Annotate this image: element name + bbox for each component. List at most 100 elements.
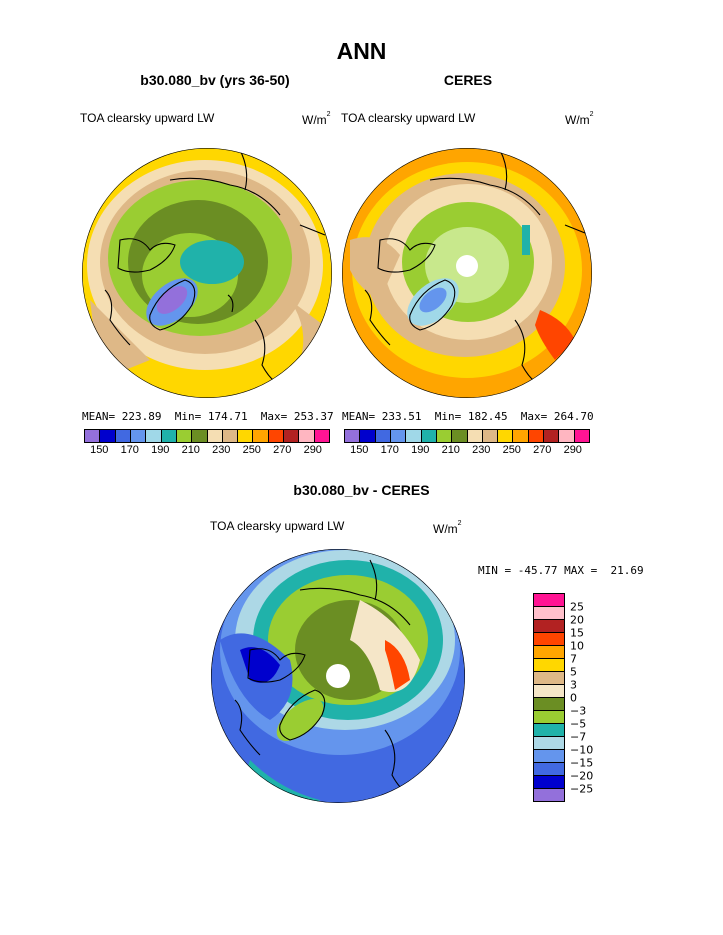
colorbar-swatch <box>513 430 529 442</box>
colorbar-swatch <box>314 430 329 442</box>
diff-panel-title: b30.080_bv - CERES <box>293 482 430 498</box>
colorbar-swatch <box>574 430 589 442</box>
colorbar-swatch <box>253 430 269 442</box>
colorbar-tick-label: 0 <box>570 691 577 705</box>
panel2-colorbar-ticks: 150 170 190 210 230 250 270 290 <box>344 444 588 458</box>
colorbar-tick-label: 190 <box>411 444 430 456</box>
colorbar-tick-label: 7 <box>570 652 577 666</box>
colorbar-swatch <box>207 430 223 442</box>
colorbar-tick-label: −5 <box>570 717 587 731</box>
panel1-title: b30.080_bv (yrs 36-50) <box>140 72 290 88</box>
colorbar-swatch <box>375 430 391 442</box>
colorbar-tick-label: 250 <box>242 444 261 456</box>
colorbar-swatch <box>130 430 147 442</box>
panel2-variable-label: TOA clearsky upward LW <box>341 111 476 125</box>
panel2-stats: MEAN= 233.51 Min= 182.45 Max= 264.70 <box>342 410 594 423</box>
colorbar-swatch <box>192 430 208 442</box>
colorbar-swatch <box>534 711 564 724</box>
colorbar-swatch <box>534 633 564 646</box>
colorbar-tick-label: 270 <box>273 444 292 456</box>
colorbar-swatch <box>482 430 499 442</box>
colorbar-tick-label: 270 <box>533 444 552 456</box>
colorbar-swatch <box>534 659 564 672</box>
colorbar-swatch <box>534 698 564 711</box>
colorbar-swatch <box>498 430 514 442</box>
colorbar-swatch <box>436 430 453 442</box>
colorbar-swatch <box>284 430 300 442</box>
panel1-stats: MEAN= 223.89 Min= 174.71 Max= 253.37 <box>82 410 334 423</box>
colorbar-swatch <box>360 430 376 442</box>
colorbar-swatch <box>534 607 564 620</box>
colorbar-swatch <box>100 430 116 442</box>
colorbar-swatch <box>421 430 437 442</box>
colorbar-swatch <box>534 685 564 698</box>
colorbar-swatch <box>452 430 468 442</box>
colorbar-swatch <box>238 430 254 442</box>
colorbar-tick-label: −15 <box>570 756 594 770</box>
colorbar-swatch <box>559 430 575 442</box>
colorbar-swatch <box>534 594 564 607</box>
colorbar-swatch <box>345 430 361 442</box>
colorbar-swatch <box>85 430 101 442</box>
colorbar-swatch <box>534 724 564 737</box>
panel1-colorbar <box>84 429 330 443</box>
diff-variable-label: TOA clearsky upward LW <box>210 519 345 533</box>
colorbar-swatch <box>268 430 285 442</box>
colorbar-swatch <box>406 430 422 442</box>
colorbar-tick-label: 250 <box>502 444 521 456</box>
colorbar-swatch <box>534 737 564 750</box>
difference-polar-map <box>211 549 465 803</box>
colorbar-tick-label: 170 <box>120 444 139 456</box>
diff-colorbar <box>533 593 565 802</box>
panel1-variable-label: TOA clearsky upward LW <box>80 111 215 125</box>
colorbar-tick-label: 10 <box>570 639 584 653</box>
colorbar-swatch <box>534 750 564 763</box>
colorbar-tick-label: −7 <box>570 730 587 744</box>
colorbar-swatch <box>534 763 564 776</box>
colorbar-swatch <box>544 430 560 442</box>
colorbar-swatch <box>115 430 131 442</box>
colorbar-swatch <box>299 430 315 442</box>
panel2-title: CERES <box>443 72 493 88</box>
colorbar-tick-label: −25 <box>570 782 594 796</box>
diff-units: W/m2 <box>433 520 462 536</box>
colorbar-tick-label: 290 <box>563 444 582 456</box>
colorbar-tick-label: 5 <box>570 665 577 679</box>
plot-main-title: ANN <box>336 38 387 64</box>
ceres-polar-map <box>342 148 592 398</box>
colorbar-tick-label: 3 <box>570 678 577 692</box>
colorbar-tick-label: 230 <box>212 444 231 456</box>
panel2-colorbar <box>344 429 590 443</box>
diff-stats: MIN = -45.77 MAX = 21.69 <box>478 564 644 577</box>
colorbar-tick-label: 290 <box>303 444 322 456</box>
colorbar-tick-label: −20 <box>570 769 594 783</box>
panel2-units: W/m2 <box>565 111 594 127</box>
colorbar-swatch <box>390 430 407 442</box>
colorbar-swatch <box>534 620 564 633</box>
colorbar-swatch <box>534 776 564 789</box>
colorbar-tick-label: 20 <box>570 613 584 627</box>
colorbar-tick-label: 15 <box>570 626 584 640</box>
colorbar-swatch <box>467 430 483 442</box>
model-polar-map <box>82 148 332 398</box>
panel1-units: W/m2 <box>302 111 331 127</box>
colorbar-swatch <box>161 430 177 442</box>
colorbar-tick-label: −10 <box>570 743 594 757</box>
colorbar-tick-label: 190 <box>151 444 170 456</box>
colorbar-swatch <box>176 430 193 442</box>
colorbar-tick-label: 25 <box>570 600 584 614</box>
colorbar-tick-label: 170 <box>380 444 399 456</box>
panel1-colorbar-ticks: 150 170 190 210 230 250 270 290 <box>84 444 328 458</box>
colorbar-swatch <box>528 430 545 442</box>
colorbar-tick-label: 210 <box>441 444 460 456</box>
colorbar-tick-label: 230 <box>472 444 491 456</box>
colorbar-swatch <box>534 646 564 659</box>
colorbar-tick-label: 150 <box>350 444 369 456</box>
colorbar-swatch <box>534 672 564 685</box>
colorbar-swatch <box>146 430 162 442</box>
colorbar-tick-label: −3 <box>570 704 587 718</box>
colorbar-swatch <box>534 789 564 801</box>
colorbar-tick-label: 150 <box>90 444 109 456</box>
colorbar-tick-label: 210 <box>181 444 200 456</box>
